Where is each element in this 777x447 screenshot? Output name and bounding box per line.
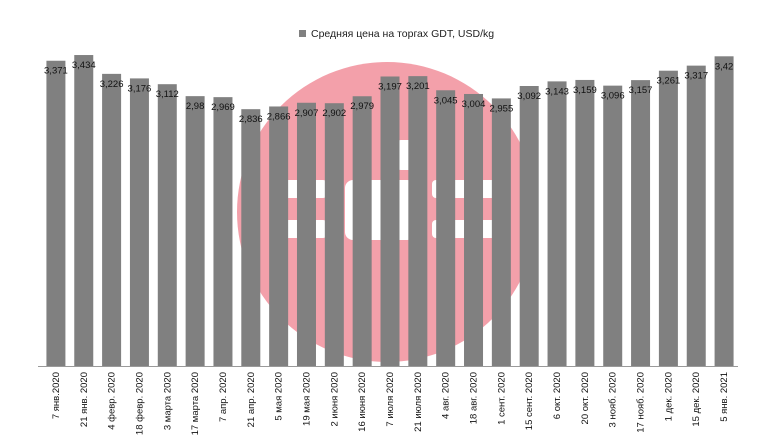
bar-value-label-1: 3,371 (44, 66, 68, 77)
bar-value-label-13: 3,197 (378, 81, 402, 92)
bar-10 (296, 102, 316, 366)
legend-swatch (299, 30, 306, 37)
x-tick-label-21: 3 нояб. 2020 (608, 372, 619, 427)
bar-17 (491, 98, 511, 366)
x-tick-label-18: 15 сент. 2020 (524, 372, 535, 430)
bar-value-label-21: 3,096 (601, 91, 625, 102)
bar-25 (714, 56, 734, 367)
bar-6 (185, 96, 205, 366)
bar-21 (603, 85, 623, 366)
x-tick-label-9: 5 мая 2020 (274, 372, 285, 421)
bar-value-label-2: 3,434 (72, 60, 96, 71)
bar-value-label-15: 3,045 (434, 95, 458, 106)
x-tick-label-17: 1 сент. 2020 (496, 372, 507, 425)
bar-value-label-5: 3,112 (156, 89, 179, 100)
bar-18 (519, 86, 539, 366)
bar-value-label-10: 2,907 (295, 108, 319, 119)
bar-value-label-7: 2,969 (211, 102, 235, 113)
bar-11 (324, 103, 344, 367)
bar-16 (464, 93, 484, 366)
x-tick-label-24: 15 дек. 2020 (691, 372, 702, 427)
x-axis-tick-labels: 7 янв.2020 21 янв. 2020 4 февр. 2020 18 фев… (51, 372, 730, 435)
bar-value-label-17: 2,955 (489, 103, 513, 114)
x-tick-label-20: 20 окт. 2020 (580, 372, 591, 424)
x-tick-label-3: 4 февр. 2020 (107, 372, 118, 430)
bar-value-label-22: 3,157 (629, 85, 653, 96)
bar-24 (686, 65, 706, 366)
x-tick-label-8: 21 апр. 2020 (246, 372, 257, 427)
bar-value-label-6: 2,98 (186, 101, 205, 112)
x-tick-label-23: 1 дек. 2020 (663, 372, 674, 421)
bar-20 (575, 79, 595, 366)
bar-4 (129, 78, 149, 367)
bar-value-label-25: 3,42 (715, 61, 734, 72)
x-tick-label-14: 21 июля 2020 (413, 372, 424, 432)
bar-value-label-9: 2,866 (267, 111, 291, 122)
bars (46, 55, 734, 367)
bar-value-label-23: 3,261 (657, 76, 681, 87)
bar-9 (269, 106, 289, 366)
bar-13 (380, 76, 400, 367)
bar-15 (436, 90, 456, 366)
x-tick-label-2: 21 янв. 2020 (79, 372, 90, 427)
x-tick-label-5: 3 марта 2020 (162, 372, 173, 430)
bar-value-label-11: 2,902 (322, 108, 346, 119)
legend-label: Средняя цена на торгах GDT, USD/kg (311, 28, 494, 40)
bar-value-label-8: 2,836 (239, 114, 263, 125)
x-tick-label-1: 7 янв.2020 (51, 372, 62, 419)
x-tick-label-16: 18 авг. 2020 (469, 372, 480, 424)
legend: Средняя цена на торгах GDT, USD/kg (299, 28, 494, 40)
bar-14 (408, 76, 428, 366)
bar-2 (74, 55, 94, 366)
bar-22 (631, 80, 651, 367)
bar-1 (46, 60, 66, 367)
bar-value-label-24: 3,317 (684, 71, 708, 82)
x-tick-label-11: 2 июня 2020 (329, 372, 340, 427)
bar-value-label-4: 3,176 (128, 83, 152, 94)
bar-5 (157, 84, 177, 366)
x-tick-label-19: 6 окт. 2020 (552, 372, 563, 419)
bar-3 (102, 73, 122, 367)
x-tick-label-4: 18 февр. 2020 (134, 372, 145, 435)
bar-value-label-16: 3,004 (462, 99, 486, 110)
x-tick-label-7: 7 апр. 2020 (218, 372, 229, 422)
bar-8 (241, 109, 261, 367)
bar-12 (352, 96, 372, 367)
x-tick-label-10: 19 мая 2020 (301, 372, 312, 426)
bar-7 (213, 97, 233, 366)
x-tick-label-22: 17 нояб. 2020 (636, 372, 647, 433)
value-labels: 3,371 3,434 3,226 3,176 3,112 2,98 2,969 2,836 2… (44, 60, 733, 125)
bar-value-label-14: 3,201 (406, 81, 430, 92)
bar-value-label-20: 3,159 (573, 85, 597, 96)
bar-value-label-18: 3,092 (517, 91, 541, 102)
bar-19 (547, 81, 567, 366)
x-tick-label-25: 5 янв. 2021 (719, 372, 730, 422)
x-tick-label-12: 16 июня 2020 (357, 372, 368, 432)
bar-value-label-3: 3,226 (100, 79, 124, 90)
x-tick-label-13: 7 июля 2020 (385, 372, 396, 427)
x-tick-label-15: 4 авг. 2020 (441, 372, 452, 419)
bar-value-label-12: 2,979 (350, 101, 374, 112)
bar-23 (658, 70, 678, 366)
bar-value-label-19: 3,143 (545, 86, 569, 97)
x-tick-label-6: 17 марта 2020 (190, 372, 201, 435)
